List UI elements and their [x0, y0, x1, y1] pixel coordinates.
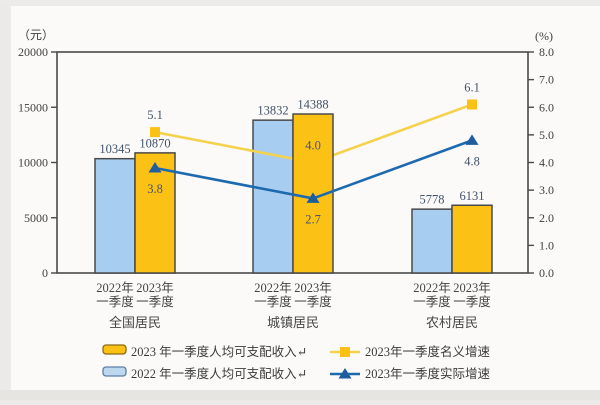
x-tick-quarter: 一季度 — [294, 294, 332, 309]
triangle-marker — [306, 192, 320, 203]
growth-label: 4.0 — [305, 139, 321, 153]
bar-2023-g2 — [451, 204, 493, 274]
x-tick-quarter: 一季度 — [453, 294, 491, 309]
right-tick-label: 3.0 — [539, 183, 554, 197]
legend-swatch-2022-income — [102, 366, 127, 377]
x-tick-year: 2022年 — [254, 281, 292, 295]
legend-label-line: 2023年一季度实际增速 — [365, 366, 491, 381]
x-tick-year: 2023年 — [453, 281, 491, 295]
square-marker — [467, 99, 477, 110]
right-tick-label: 8.0 — [539, 45, 554, 59]
x-tick-quarter: 一季度 — [96, 294, 134, 309]
plot-area: 0 5000 10000 15000 20000 0.0 1.0 2.0 3.0 4.0 5.0 6.… — [18, 45, 554, 381]
bar-2022-g0 — [94, 157, 136, 274]
growth-label: 5.1 — [147, 108, 163, 122]
bar-2022-g2 — [411, 208, 453, 274]
left-tick-label: 10000 — [18, 156, 48, 170]
x-tick-quarter: 一季度 — [136, 294, 174, 309]
value-label-2022: 13832 — [257, 104, 288, 118]
triangle-marker — [465, 134, 479, 145]
value-label-2022: 10345 — [99, 142, 130, 156]
x-tick-quarter: 一季度 — [254, 294, 292, 309]
right-tick-label: 2.0 — [539, 211, 554, 225]
square-marker — [150, 127, 160, 138]
square-marker — [340, 347, 350, 357]
value-label-2023: 6131 — [460, 189, 485, 203]
left-tick-label: 15000 — [18, 100, 48, 114]
category-label: 农村居民 — [426, 315, 478, 330]
x-tick-year: 2022年 — [96, 281, 134, 295]
category-label: 城镇居民 — [267, 315, 319, 330]
growth-label: 3.8 — [147, 182, 163, 196]
right-axis-unit: (%) — [535, 29, 553, 43]
bar-2023-g0 — [134, 152, 176, 274]
legend-label-bar: 2022 年一季度人均可支配收入↵ — [131, 366, 307, 381]
left-tick-label: 0 — [42, 266, 48, 280]
left-tick-label: 20000 — [18, 45, 48, 59]
right-tick-label: 5.0 — [539, 128, 554, 142]
x-tick-quarter: 一季度 — [413, 294, 451, 309]
legend-label-line: 2023年一季度名义增速 — [365, 344, 491, 359]
category-label: 全国居民 — [109, 315, 161, 330]
right-tick-label: 7.0 — [539, 73, 554, 87]
triangle-marker — [148, 162, 162, 173]
legend-swatch-2023-income — [102, 344, 127, 355]
right-tick-label: 4.0 — [539, 156, 554, 170]
growth-label: 6.1 — [464, 80, 480, 94]
right-tick-label: 6.0 — [539, 100, 554, 114]
left-tick-label: 5000 — [24, 211, 48, 225]
right-tick-label: 0.0 — [539, 266, 554, 280]
bar-2022-g1 — [252, 119, 294, 274]
x-tick-year: 2023年 — [136, 281, 174, 295]
legend-label-bar: 2023 年一季度人均可支配收入↵ — [131, 344, 307, 359]
triangle-marker — [338, 368, 352, 379]
x-tick-year: 2023年 — [294, 281, 332, 295]
value-label-2022: 5778 — [420, 193, 445, 207]
growth-label: 2.7 — [305, 212, 321, 226]
value-label-2023: 14388 — [297, 98, 328, 112]
growth-label: 4.8 — [464, 154, 480, 168]
left-axis-unit: （元） — [18, 28, 54, 42]
x-tick-year: 2022年 — [413, 281, 451, 295]
value-label-2023: 10870 — [139, 136, 170, 150]
right-tick-label: 1.0 — [539, 238, 554, 252]
